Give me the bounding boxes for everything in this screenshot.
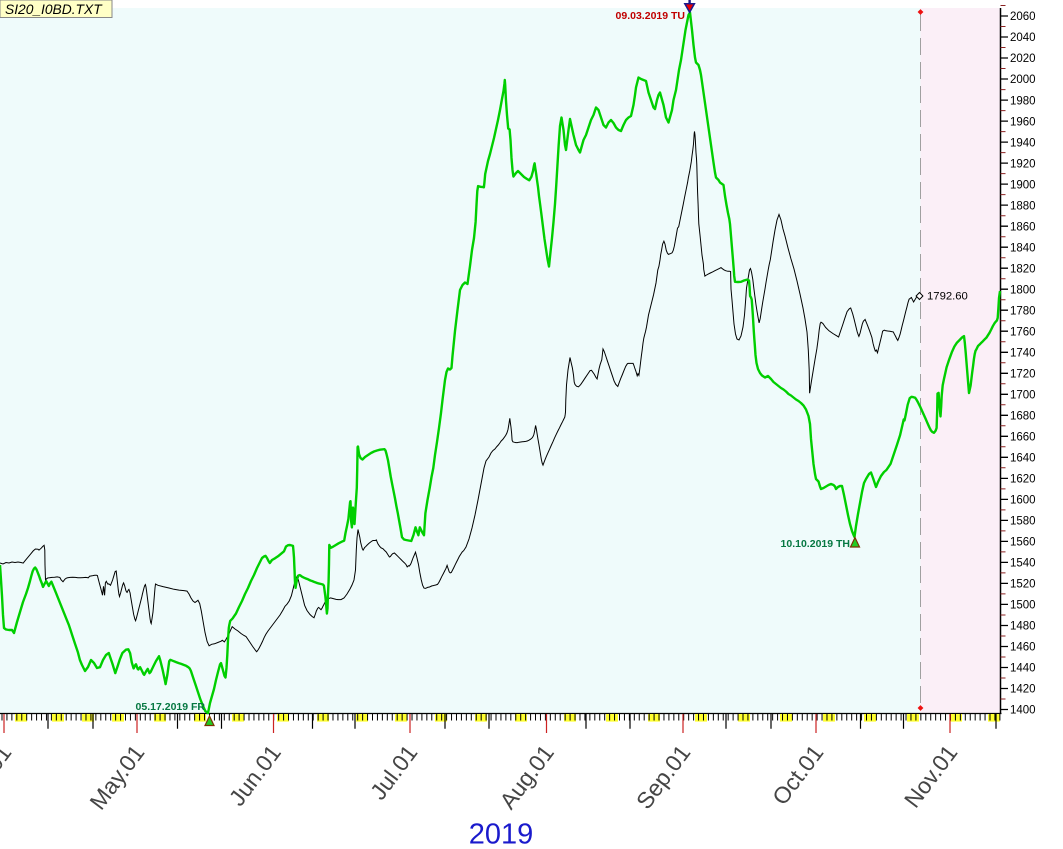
svg-text:1820: 1820: [1010, 263, 1036, 275]
svg-text:1560: 1560: [1010, 537, 1036, 549]
svg-text:1800: 1800: [1010, 284, 1036, 296]
svg-text:2020: 2020: [1010, 53, 1036, 65]
svg-text:1780: 1780: [1010, 305, 1036, 317]
svg-text:1700: 1700: [1010, 390, 1036, 402]
svg-text:2019: 2019: [469, 819, 534, 849]
svg-text:1940: 1940: [1010, 137, 1036, 149]
svg-text:1860: 1860: [1010, 221, 1036, 233]
svg-text:10.10.2019 TH: 10.10.2019 TH: [781, 538, 850, 550]
svg-text:1400: 1400: [1010, 705, 1036, 717]
svg-text:2040: 2040: [1010, 32, 1036, 44]
svg-text:2060: 2060: [1010, 11, 1036, 23]
svg-text:1580: 1580: [1010, 516, 1036, 528]
svg-text:1660: 1660: [1010, 432, 1036, 444]
svg-text:1760: 1760: [1010, 326, 1036, 338]
svg-text:1460: 1460: [1010, 642, 1036, 654]
svg-text:1620: 1620: [1010, 474, 1036, 486]
svg-text:1520: 1520: [1010, 579, 1036, 591]
svg-text:1480: 1480: [1010, 621, 1036, 633]
svg-text:1540: 1540: [1010, 558, 1036, 570]
svg-text:1720: 1720: [1010, 369, 1036, 381]
svg-text:09.03.2019 TU: 09.03.2019 TU: [616, 10, 685, 22]
svg-text:1980: 1980: [1010, 95, 1036, 107]
svg-text:1920: 1920: [1010, 158, 1036, 170]
svg-text:1792.60: 1792.60: [927, 291, 968, 303]
svg-text:1900: 1900: [1010, 179, 1036, 191]
svg-text:1960: 1960: [1010, 116, 1036, 128]
svg-text:1640: 1640: [1010, 453, 1036, 465]
svg-text:1880: 1880: [1010, 200, 1036, 212]
svg-text:05.17.2019 FR: 05.17.2019 FR: [136, 701, 206, 713]
svg-text:1440: 1440: [1010, 663, 1036, 675]
svg-text:1500: 1500: [1010, 600, 1036, 612]
svg-text:1740: 1740: [1010, 348, 1036, 360]
svg-text:1680: 1680: [1010, 411, 1036, 423]
svg-text:1840: 1840: [1010, 242, 1036, 254]
svg-text:2000: 2000: [1010, 74, 1036, 86]
svg-text:1600: 1600: [1010, 495, 1036, 507]
svg-text:1420: 1420: [1010, 684, 1036, 696]
svg-text:SI20_I0BD.TXT: SI20_I0BD.TXT: [5, 2, 103, 17]
